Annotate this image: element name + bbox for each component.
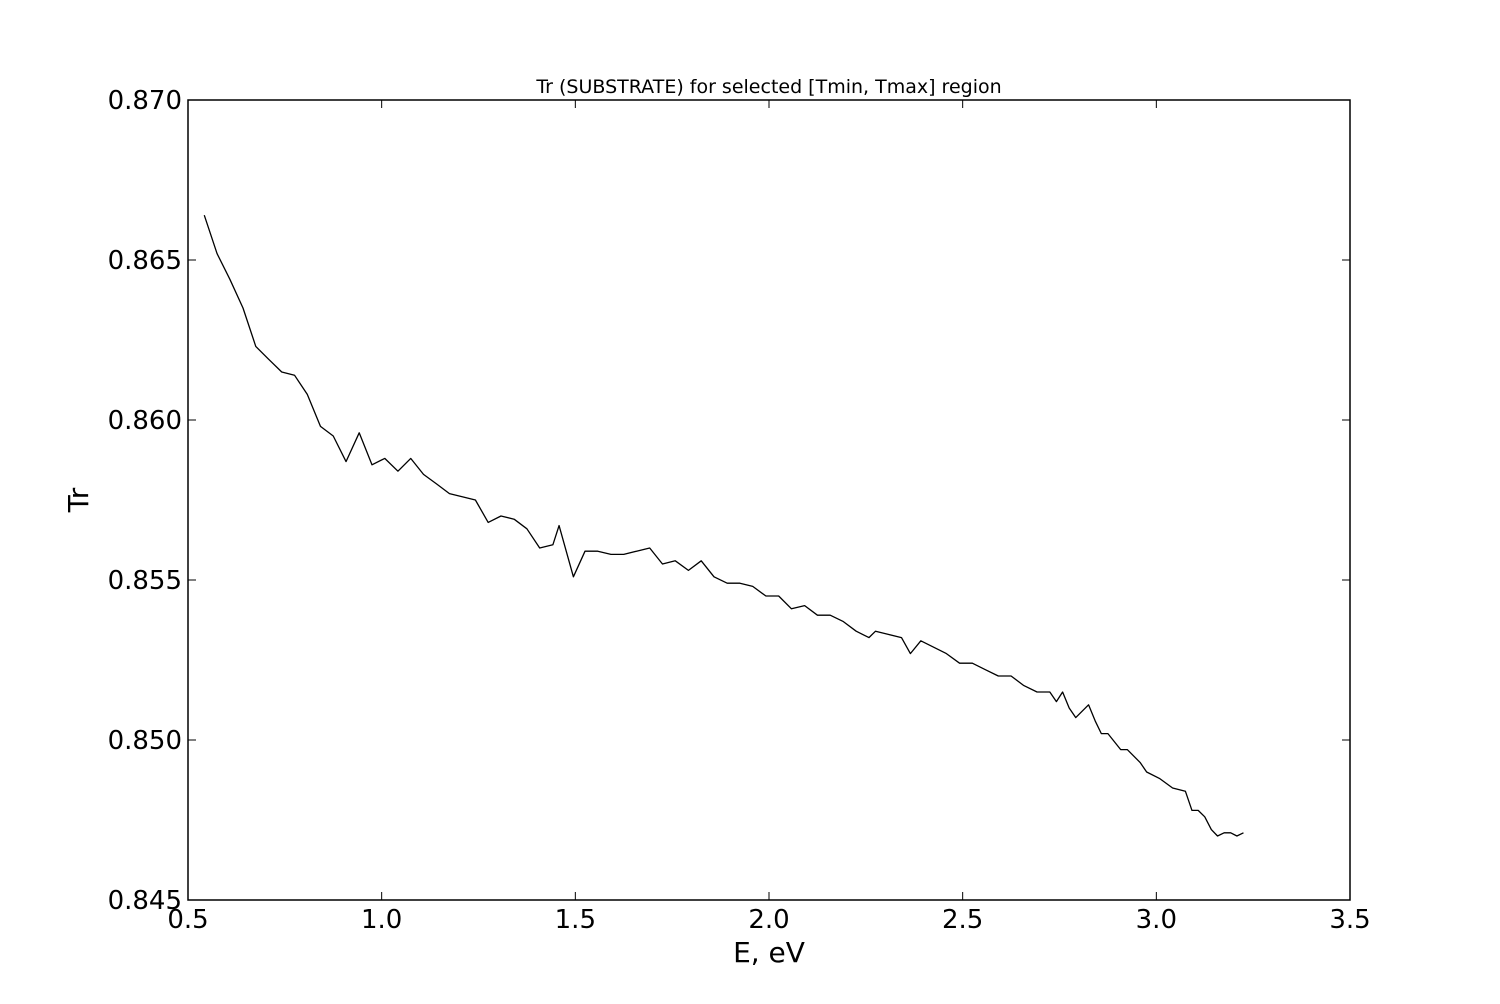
y-tick-label: 0.845 — [108, 886, 182, 916]
x-tick-label: 2.0 — [748, 905, 789, 935]
x-tick-label: 1.5 — [555, 905, 596, 935]
chart-title: Tr (SUBSTRATE) for selected [Tmin, Tmax]… — [535, 76, 1001, 98]
x-tick-label: 3.0 — [1136, 905, 1177, 935]
x-axis-label: E, eV — [733, 936, 805, 969]
y-tick-label: 0.860 — [108, 406, 182, 436]
y-tick-label: 0.850 — [108, 726, 182, 756]
series-line — [203, 214, 1244, 837]
plot-frame — [187, 99, 1351, 901]
x-tick-label: 2.5 — [942, 905, 983, 935]
y-axis-label: Tr — [62, 487, 95, 513]
ticks-layer: 0.5 1.0 1.5 2.0 2.5 3.0 3.5 0.870 0.865 0.860 0.85… — [108, 86, 1371, 935]
x-tick-label: 3.5 — [1329, 905, 1370, 935]
y-tick-label: 0.865 — [108, 246, 182, 276]
y-tick-label: 0.870 — [108, 86, 182, 116]
x-tick-label: 0.5 — [167, 905, 208, 935]
series-layer — [203, 214, 1244, 837]
x-tick-label: 1.0 — [361, 905, 402, 935]
y-tick-label: 0.855 — [108, 566, 182, 596]
